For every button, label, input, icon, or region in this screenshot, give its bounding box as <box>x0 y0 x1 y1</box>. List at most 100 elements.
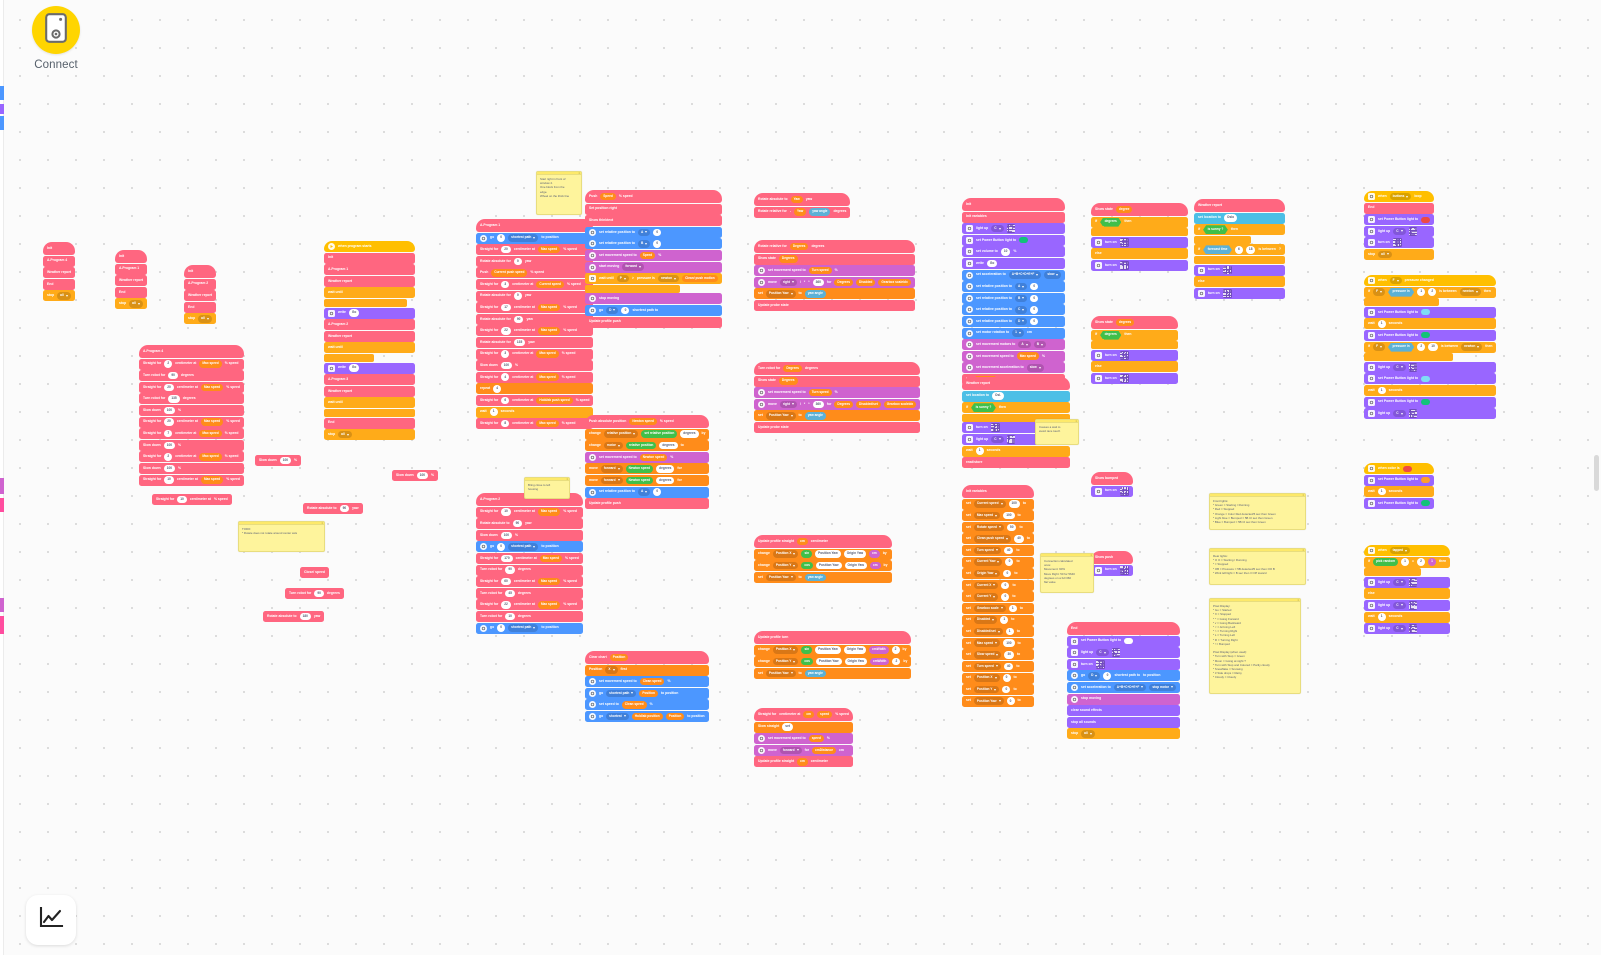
block-wait[interactable]: Rotate absolute for 90 yaw <box>476 314 593 325</box>
input-field[interactable]: 0 <box>514 292 522 300</box>
dropdown-field[interactable]: Current X <box>974 582 999 590</box>
dropdown-field[interactable]: C <box>1393 228 1405 236</box>
block-var[interactable]: set Position Y 0 to <box>962 684 1034 695</box>
close-icon[interactable]: × <box>321 522 323 526</box>
block-turn[interactable]: Turn robot for 90 degrees <box>139 370 244 381</box>
block-motion[interactable]: set motor rotation to 1 cm <box>962 328 1065 339</box>
input-field[interactable]: cm <box>797 538 808 546</box>
note-title-bar[interactable] <box>1036 420 1078 423</box>
note-connection[interactable]: × Connection calculated once: Movement: 9… <box>1040 553 1094 593</box>
block-chg[interactable]: change Position Xsin Position Yaw Origin Ya… <box>754 549 892 560</box>
input-field[interactable]: 0 <box>497 234 505 242</box>
block-wait[interactable]: Rotate absolute for 0 yaw <box>476 256 593 267</box>
block-hatdev[interactable]: when buttons loop <box>1364 191 1434 202</box>
dropdown-field[interactable]: F <box>1373 343 1385 351</box>
input-field[interactable]: Origin Yaw <box>844 550 866 558</box>
input-field[interactable]: 1 <box>1378 387 1386 395</box>
block-cmd[interactable]: stop all <box>1364 249 1434 260</box>
close-icon[interactable]: × <box>1302 494 1304 498</box>
block-define[interactable]: A.Program 1 <box>476 219 593 232</box>
block-sound[interactable]: set movement speed to Turn speed% <box>754 265 915 276</box>
block-cmd[interactable]: stop all <box>1067 728 1180 739</box>
block-define[interactable]: Straight for centimeter at cm speed% speed <box>754 708 853 721</box>
input-field[interactable]: Max speed <box>538 246 560 254</box>
block-cmd[interactable]: Weather report <box>324 331 415 342</box>
input-field[interactable]: cmWidth <box>869 646 888 654</box>
stack-slowdown-float-2[interactable]: Slow down 100% <box>392 470 438 482</box>
dropdown-field[interactable]: shortest path <box>508 543 538 551</box>
dropdown-field[interactable]: all <box>198 315 212 323</box>
block-motion[interactable]: set relative position to D 0 <box>962 316 1065 327</box>
input-field[interactable]: Yaw <box>794 208 806 216</box>
stack-init-tiny-3[interactable]: Init A.Program 2 Weather report End stop all <box>184 265 216 325</box>
dropdown-field[interactable]: newton <box>1460 288 1481 296</box>
input-field[interactable]: degrees <box>659 442 677 450</box>
block-cmd[interactable]: Update profile straight cm centimeter <box>754 756 853 767</box>
input-field[interactable]: Degrees <box>834 279 853 287</box>
input-field[interactable]: 90 <box>340 505 350 513</box>
dropdown-field[interactable]: B <box>638 240 650 248</box>
dropdown-field[interactable]: Position Y <box>974 686 1000 694</box>
input-field[interactable]: degree <box>1116 206 1132 214</box>
block-sound[interactable]: stop moving <box>585 293 722 304</box>
block-rotabs[interactable]: Rotate absolute to 90 yaw <box>476 518 583 529</box>
block-define[interactable]: Push absolute position Newton speed% spee… <box>585 415 709 428</box>
block-looks[interactable]: turn on <box>1194 265 1285 276</box>
dropdown-field[interactable]: right <box>780 279 797 287</box>
block-motor[interactable]: Straight for 22 centimeter at Max speed% sp… <box>476 325 593 336</box>
input-field[interactable]: Origin Yaw <box>845 658 867 666</box>
stack-straight-float-1[interactable]: Straight for 10 centimeter at% speed <box>152 494 232 506</box>
stack-end[interactable]: End set Power Button light to light up Ctur… <box>1067 622 1180 740</box>
input-field[interactable]: 0 <box>653 488 661 496</box>
input-field[interactable]: 90 <box>514 316 524 324</box>
block-hatdev[interactable]: when color is <box>1364 463 1434 474</box>
block-cmd[interactable]: Weather report <box>43 267 75 278</box>
input-field[interactable]: 1 <box>1401 558 1409 566</box>
block-cmd[interactable]: Update profile push <box>585 317 722 328</box>
block-go2[interactable]: go shortest path Position to position <box>585 688 709 699</box>
toolbox-category-sensing[interactable] <box>0 598 4 612</box>
dropdown-field[interactable]: 1 <box>1012 329 1024 337</box>
block-looks[interactable]: set Power Button light to <box>1364 397 1496 408</box>
block-motion[interactable]: set relative position to A 0 <box>585 227 722 238</box>
block-cmd[interactable]: End <box>115 287 147 298</box>
block-var[interactable]: set Clean push speed 40 to <box>962 533 1034 544</box>
dropdown-field[interactable]: slow <box>1044 271 1061 279</box>
input-field[interactable]: pick random <box>1373 558 1398 566</box>
input-field[interactable]: 1 <box>490 408 498 416</box>
block-define[interactable]: Init <box>962 198 1065 211</box>
dropdown-field[interactable]: all <box>338 431 352 439</box>
block-cmd[interactable]: Push Current push speed% speed <box>476 267 593 278</box>
input-field[interactable]: yaw angle <box>805 574 826 582</box>
block-looks[interactable]: write Go <box>962 258 1065 269</box>
input-field[interactable]: 2 <box>164 360 172 368</box>
block-chg[interactable]: change Position Ycos Position Yaw Origin Ya… <box>754 560 892 571</box>
dropdown-field[interactable]: newton <box>1461 343 1482 351</box>
block-cmd[interactable]: stop all <box>115 298 147 309</box>
input-field[interactable]: Gearbox scaleidx <box>878 279 910 287</box>
block-light[interactable]: light up C <box>1364 226 1434 237</box>
input-field[interactable]: Degrees <box>834 401 853 409</box>
dropdown-field[interactable]: C <box>991 436 1003 444</box>
block-chg[interactable]: change Position Xsin Position Yaw Origin Ya… <box>754 645 911 656</box>
dropdown-field[interactable]: stop motor <box>1149 684 1176 692</box>
input-field[interactable]: 0 <box>514 258 522 266</box>
block-slow[interactable]: Slow down 100% <box>255 455 301 466</box>
block-looks[interactable]: set volume to 10% <box>962 246 1065 257</box>
block-define[interactable]: Init <box>184 265 216 278</box>
block-turn[interactable]: Turn robot for 45 degrees <box>476 588 583 599</box>
input-field[interactable]: 0 <box>1030 306 1038 314</box>
dropdown-field[interactable]: X <box>605 666 617 674</box>
input-field[interactable]: 50 <box>1007 524 1017 532</box>
block-define[interactable]: Update profile straight cm centimeter <box>754 535 892 548</box>
input-field[interactable]: Newton speed <box>629 418 657 426</box>
block-motor[interactable]: Straight for 6 centimeter at Hold/ab push s… <box>476 395 593 406</box>
block-define[interactable]: Update profile turn <box>754 631 911 644</box>
color-swatch[interactable] <box>1421 376 1430 382</box>
block-looks[interactable]: set Power Button light to <box>1364 373 1496 384</box>
dropdown-field[interactable]: Position Y <box>773 658 799 666</box>
block-if3[interactable]: if pick random 1 = 2 1 then <box>1364 557 1450 568</box>
input-field[interactable]: Max speed <box>538 578 560 586</box>
toolbox-category-events[interactable] <box>0 478 4 494</box>
dropdown-field[interactable]: Disabled/set <box>974 628 1003 636</box>
